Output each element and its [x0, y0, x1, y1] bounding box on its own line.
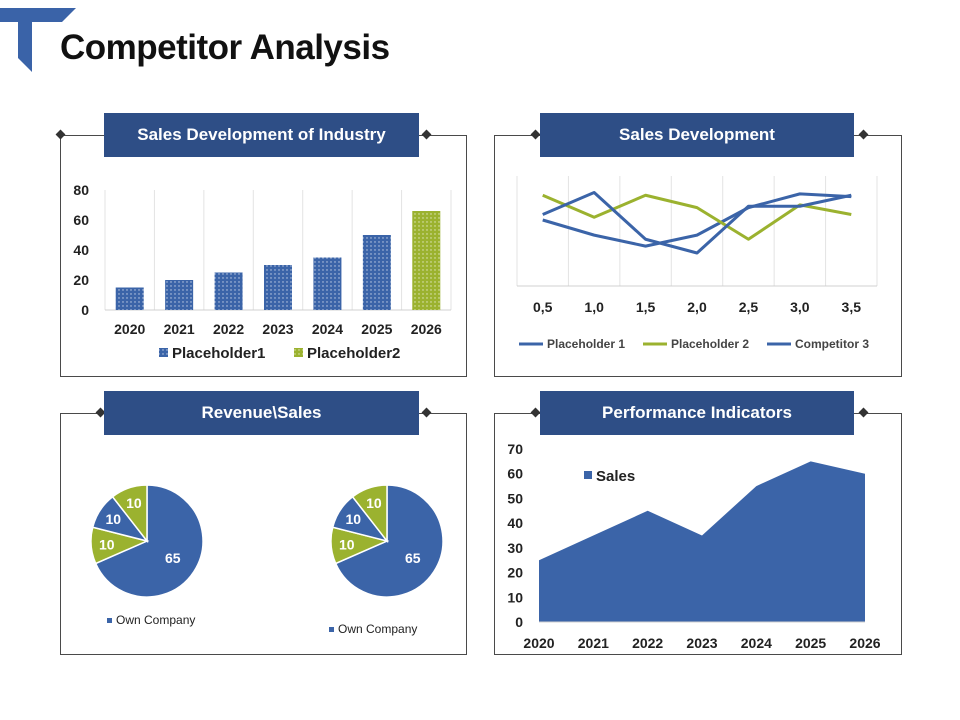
pie-data-label: 65: [405, 550, 421, 566]
panel-revenue: 65 10 10 10 Own Company 65 10 10 10 Own Company: [60, 413, 467, 655]
legend-label: Sales: [596, 468, 635, 485]
x-tick-label: 2022: [632, 635, 663, 651]
pie-slice: [94, 484, 204, 598]
legend-label: Placeholder 1: [547, 337, 625, 351]
legend-swatch: [584, 471, 592, 479]
legend-label: Placeholder1: [172, 345, 265, 362]
x-tick-label: 2,5: [739, 299, 759, 315]
x-tick-label: 2025: [361, 321, 392, 337]
legend-swatch: [159, 348, 168, 357]
pie-slice: [111, 484, 148, 544]
legend-label: Competitor 3: [795, 337, 869, 351]
area-sales: [539, 461, 865, 622]
sales-dev-line-chart: 0,5 1,0 1,5 2,0 2,5 3,0 3,5 Placeholder 1 Placeh…: [516, 176, 878, 351]
y-tick-label: 40: [73, 242, 89, 258]
x-tick-label: 2022: [213, 321, 244, 337]
x-tick-label: 1,5: [636, 299, 656, 315]
bar-placeholder2: [412, 211, 441, 310]
panel-performance: 0 10 20 30 40 50 60 70 2020 2021 2022 2023 2024 2025 2…: [494, 413, 902, 655]
x-tick-label: 2026: [849, 635, 880, 651]
x-tick-label: 2024: [741, 635, 772, 651]
pie-slice: [334, 484, 444, 598]
bar-placeholder1: [165, 280, 194, 310]
logo-shape: [0, 8, 76, 72]
y-tick-label: 80: [73, 182, 89, 198]
y-tick-label: 10: [507, 589, 523, 605]
x-tick-label: 2023: [686, 635, 717, 651]
legend-swatch: [107, 618, 112, 623]
x-tick-label: 1,0: [584, 299, 604, 315]
panel-industry-header: Sales Development of Industry: [104, 113, 419, 157]
y-tick-label: 60: [507, 466, 523, 482]
x-tick-label: 2026: [411, 321, 442, 337]
pie-slice: [351, 484, 388, 544]
bar-placeholder1: [214, 272, 243, 310]
legend-swatch: [294, 348, 303, 357]
panel-industry: 0 20 40 60 80 2020 2021 2022 2023 2024 2025 2026 Pla…: [60, 135, 467, 377]
x-tick-label: 2021: [578, 635, 609, 651]
y-tick-label: 30: [507, 540, 523, 556]
y-tick-label: 60: [73, 212, 89, 228]
x-tick-label: 2023: [262, 321, 293, 337]
x-tick-label: 2024: [312, 321, 343, 337]
bar-placeholder1: [115, 287, 144, 310]
x-tick-label: 2021: [164, 321, 195, 337]
x-tick-label: 3,5: [842, 299, 862, 315]
pie-data-label: 10: [345, 511, 361, 527]
x-tick-label: 2025: [795, 635, 826, 651]
y-tick-label: 0: [81, 302, 89, 318]
revenue-pie-charts: 65 10 10 10 Own Company 65 10 10 10 Own Company: [90, 484, 444, 636]
industry-bar-chart: 0 20 40 60 80 2020 2021 2022 2023 2024 2025 2026 Pla…: [73, 182, 452, 362]
panel-sales-dev: 0,5 1,0 1,5 2,0 2,5 3,0 3,5 Placeholder 1 Placeh…: [494, 135, 902, 377]
y-tick-label: 20: [73, 272, 89, 288]
pie-data-label: 10: [99, 536, 115, 552]
y-tick-label: 40: [507, 515, 523, 531]
logo-mark-icon: [0, 8, 76, 72]
pie-data-label: 65: [165, 550, 181, 566]
x-tick-label: 2020: [114, 321, 145, 337]
y-tick-label: 70: [507, 441, 523, 457]
pie-data-label: 10: [366, 495, 382, 511]
line-competitor-3: [542, 191, 852, 255]
pie-data-label: 10: [105, 511, 121, 527]
legend-swatch: [329, 627, 334, 632]
bar-placeholder1: [264, 265, 292, 310]
pie-data-label: 10: [339, 536, 355, 552]
x-tick-label: 3,0: [790, 299, 810, 315]
y-tick-label: 50: [507, 490, 523, 506]
pie-data-label: 10: [126, 495, 142, 511]
x-tick-label: 2,0: [687, 299, 707, 315]
line-placeholder-1: [542, 192, 852, 248]
legend-label: Placeholder2: [307, 345, 400, 362]
legend-label: Own Company: [338, 622, 417, 636]
x-tick-label: 0,5: [533, 299, 553, 315]
y-tick-label: 0: [515, 614, 523, 630]
bar-placeholder1: [313, 257, 342, 310]
performance-area-chart: 0 10 20 30 40 50 60 70 2020 2021 2022 2023 2024 2025 2…: [507, 441, 880, 651]
page-title: Competitor Analysis: [60, 28, 390, 67]
x-tick-label: 2020: [523, 635, 554, 651]
panel-revenue-header: Revenue\Sales: [104, 391, 419, 435]
panel-sales-dev-header: Sales Development: [540, 113, 854, 157]
y-tick-label: 20: [507, 565, 523, 581]
legend-label: Own Company: [116, 613, 195, 627]
panel-performance-header: Performance Indicators: [540, 391, 854, 435]
bar-placeholder1: [362, 235, 391, 310]
legend-label: Placeholder 2: [671, 337, 749, 351]
